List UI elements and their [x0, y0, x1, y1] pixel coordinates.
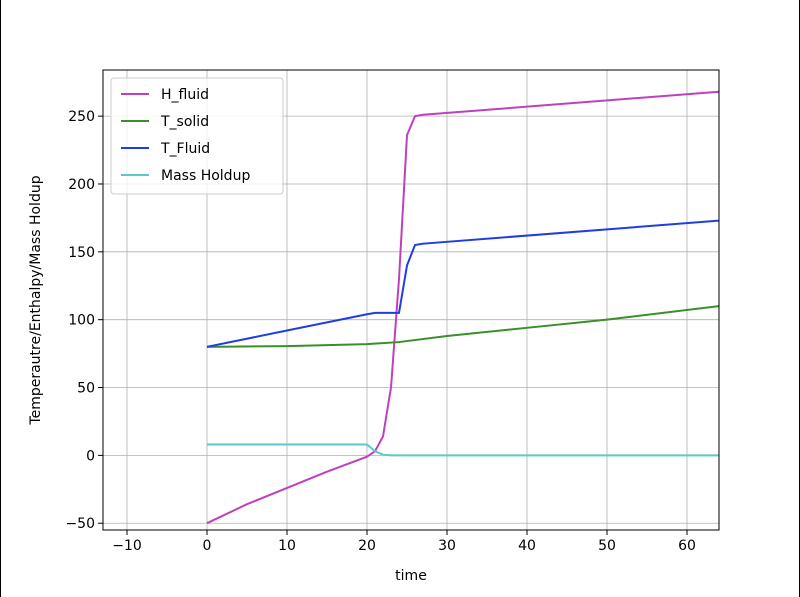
legend-label: H_fluid: [161, 87, 209, 103]
y-tick-label: −50: [65, 516, 95, 532]
x-tick-label: 30: [438, 538, 456, 554]
x-tick-label: 60: [678, 538, 696, 554]
legend-label: Mass Holdup: [161, 168, 250, 184]
x-tick-label: −10: [112, 538, 142, 554]
line-series: [206, 305, 719, 348]
plot-frame: [102, 69, 720, 531]
legend-box: [110, 77, 284, 195]
y-axis-label: Temperautre/Enthalpy/Mass Holdup: [28, 175, 44, 425]
x-tick-label: 10: [278, 538, 296, 554]
y-tick-label: 200: [68, 177, 95, 193]
x-tick-label: 40: [518, 538, 536, 554]
x-tick-label: 50: [598, 538, 616, 554]
x-tick-label: 20: [358, 538, 376, 554]
y-tick-label: 100: [68, 313, 95, 329]
line-series: [206, 219, 719, 348]
line-series: [206, 90, 719, 525]
legend-label: T_Fluid: [160, 141, 210, 157]
y-tick-label: 50: [77, 381, 95, 397]
x-tick-label: 0: [203, 538, 212, 554]
y-tick-label: 0: [86, 448, 95, 464]
line-series: [207, 443, 719, 457]
x-axis-label: time: [395, 568, 427, 584]
y-tick-label: 250: [68, 109, 95, 125]
y-tick-label: 150: [68, 245, 95, 261]
legend-label: T_solid: [160, 114, 209, 130]
